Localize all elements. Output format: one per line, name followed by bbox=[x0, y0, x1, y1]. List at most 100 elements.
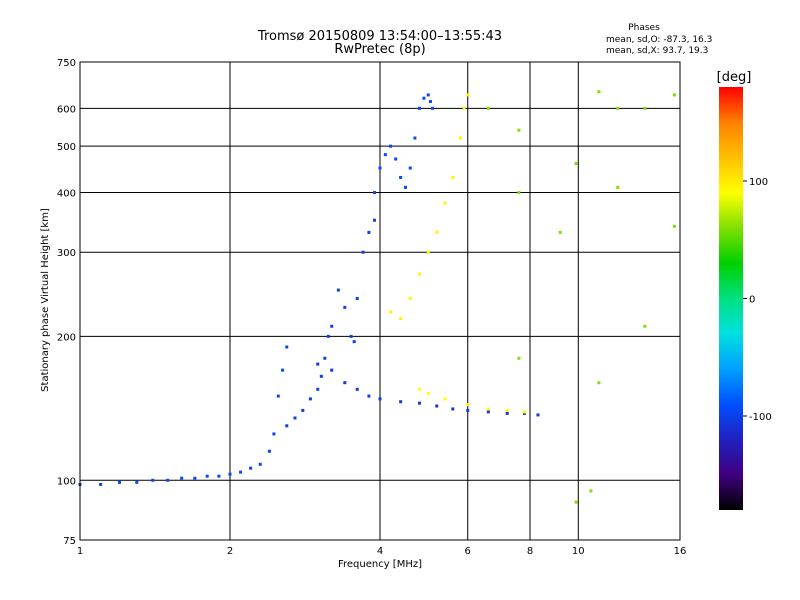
data-point bbox=[343, 381, 347, 385]
y-tick-label: 75 bbox=[63, 536, 76, 547]
data-point bbox=[466, 93, 470, 97]
data-point bbox=[267, 449, 271, 453]
phases-line-o: mean, sd,O: -87.3, 16.3 bbox=[606, 35, 712, 45]
colorbar-tick-label: 0 bbox=[749, 295, 755, 306]
data-point bbox=[117, 480, 121, 484]
data-point bbox=[378, 397, 382, 401]
data-point bbox=[616, 185, 620, 189]
data-point bbox=[517, 356, 521, 360]
data-point bbox=[316, 362, 320, 366]
data-point bbox=[403, 185, 407, 189]
y-tick-label: 500 bbox=[57, 142, 76, 153]
data-point bbox=[451, 407, 455, 411]
data-point bbox=[383, 153, 387, 157]
data-point bbox=[249, 466, 253, 470]
data-point bbox=[193, 476, 197, 480]
data-point bbox=[517, 190, 521, 194]
x-tick-label: 4 bbox=[377, 546, 383, 557]
y-axis-label: Stationary phase Virtual Height [km] bbox=[40, 208, 51, 392]
y-tick-label: 600 bbox=[57, 104, 76, 115]
data-point bbox=[597, 381, 601, 385]
colorbar-tick-label: 100 bbox=[749, 177, 768, 188]
y-tick-label: 300 bbox=[57, 248, 76, 259]
data-point bbox=[431, 106, 435, 110]
data-point bbox=[443, 397, 447, 401]
data-point bbox=[151, 478, 155, 482]
data-point bbox=[135, 480, 139, 484]
data-point bbox=[293, 416, 297, 420]
plot-frame bbox=[79, 61, 681, 541]
data-point bbox=[536, 413, 540, 417]
x-axis-label: Frequency [MHz] bbox=[338, 559, 422, 570]
data-point bbox=[417, 272, 421, 276]
data-point bbox=[589, 489, 593, 493]
data-point bbox=[217, 474, 221, 478]
phases-line-x: mean, sd,X: 93.7, 19.3 bbox=[606, 46, 708, 56]
data-point bbox=[422, 96, 426, 100]
y-tick-label: 100 bbox=[57, 476, 76, 487]
colorbar-tick-label: -100 bbox=[749, 412, 772, 423]
data-point bbox=[355, 297, 359, 301]
x-tick-label: 2 bbox=[227, 546, 233, 557]
data-point bbox=[426, 391, 430, 395]
data-point bbox=[435, 230, 439, 234]
y-tick-labels: 75 100 200 300 400 500 600 750 bbox=[57, 58, 76, 547]
data-point bbox=[428, 100, 432, 104]
data-point bbox=[558, 230, 562, 234]
data-point bbox=[330, 368, 334, 372]
phases-legend: Phases mean, sd,O: -87.3, 16.3 mean, sd,… bbox=[606, 23, 712, 56]
x-tick-label: 16 bbox=[674, 546, 687, 557]
data-point bbox=[394, 157, 398, 161]
colorbar: [deg] 100 0 -100 bbox=[717, 70, 772, 510]
data-point bbox=[574, 161, 578, 165]
data-point bbox=[435, 404, 439, 408]
data-point bbox=[486, 106, 490, 110]
x-tick-label: 10 bbox=[572, 546, 585, 557]
data-point bbox=[239, 470, 243, 474]
data-point bbox=[408, 297, 412, 301]
data-point bbox=[319, 374, 323, 378]
data-point bbox=[673, 93, 677, 97]
data-point bbox=[281, 368, 285, 372]
data-point bbox=[426, 93, 430, 97]
data-point bbox=[616, 106, 620, 110]
data-point bbox=[272, 432, 276, 436]
data-point bbox=[378, 166, 382, 170]
chart-title: Tromsø 20150809 13:54:00–13:55:43 bbox=[257, 29, 502, 44]
data-point bbox=[466, 408, 470, 412]
data-point bbox=[349, 334, 353, 338]
x-tick-labels: 1 2 4 6 8 10 16 bbox=[77, 546, 687, 557]
data-point bbox=[417, 401, 421, 405]
data-point bbox=[517, 128, 521, 132]
data-point bbox=[399, 175, 403, 179]
data-point bbox=[417, 106, 421, 110]
data-point bbox=[408, 166, 412, 170]
data-point bbox=[258, 462, 262, 466]
data-point bbox=[330, 324, 334, 328]
data-point bbox=[462, 106, 466, 110]
data-point bbox=[597, 90, 601, 94]
data-point bbox=[443, 201, 447, 205]
data-point bbox=[643, 324, 647, 328]
data-point bbox=[316, 387, 320, 391]
data-point bbox=[343, 305, 347, 309]
data-point bbox=[486, 410, 490, 414]
grid bbox=[80, 62, 680, 540]
data-point bbox=[399, 316, 403, 320]
data-point bbox=[228, 472, 232, 476]
data-point bbox=[323, 356, 327, 360]
title-block: Tromsø 20150809 13:54:00–13:55:43 RwPret… bbox=[257, 29, 502, 57]
data-point bbox=[308, 397, 312, 401]
data-point bbox=[523, 410, 527, 414]
data-point bbox=[505, 408, 509, 412]
data-point bbox=[643, 106, 647, 110]
x-tick-label: 8 bbox=[527, 546, 533, 557]
data-point bbox=[285, 424, 289, 428]
y-tick-label: 200 bbox=[57, 332, 76, 343]
y-tick-label: 400 bbox=[57, 188, 76, 199]
data-point bbox=[373, 218, 377, 222]
colorbar-ticks: 100 0 -100 bbox=[743, 177, 772, 423]
data-point bbox=[373, 190, 377, 194]
data-point bbox=[367, 394, 371, 398]
